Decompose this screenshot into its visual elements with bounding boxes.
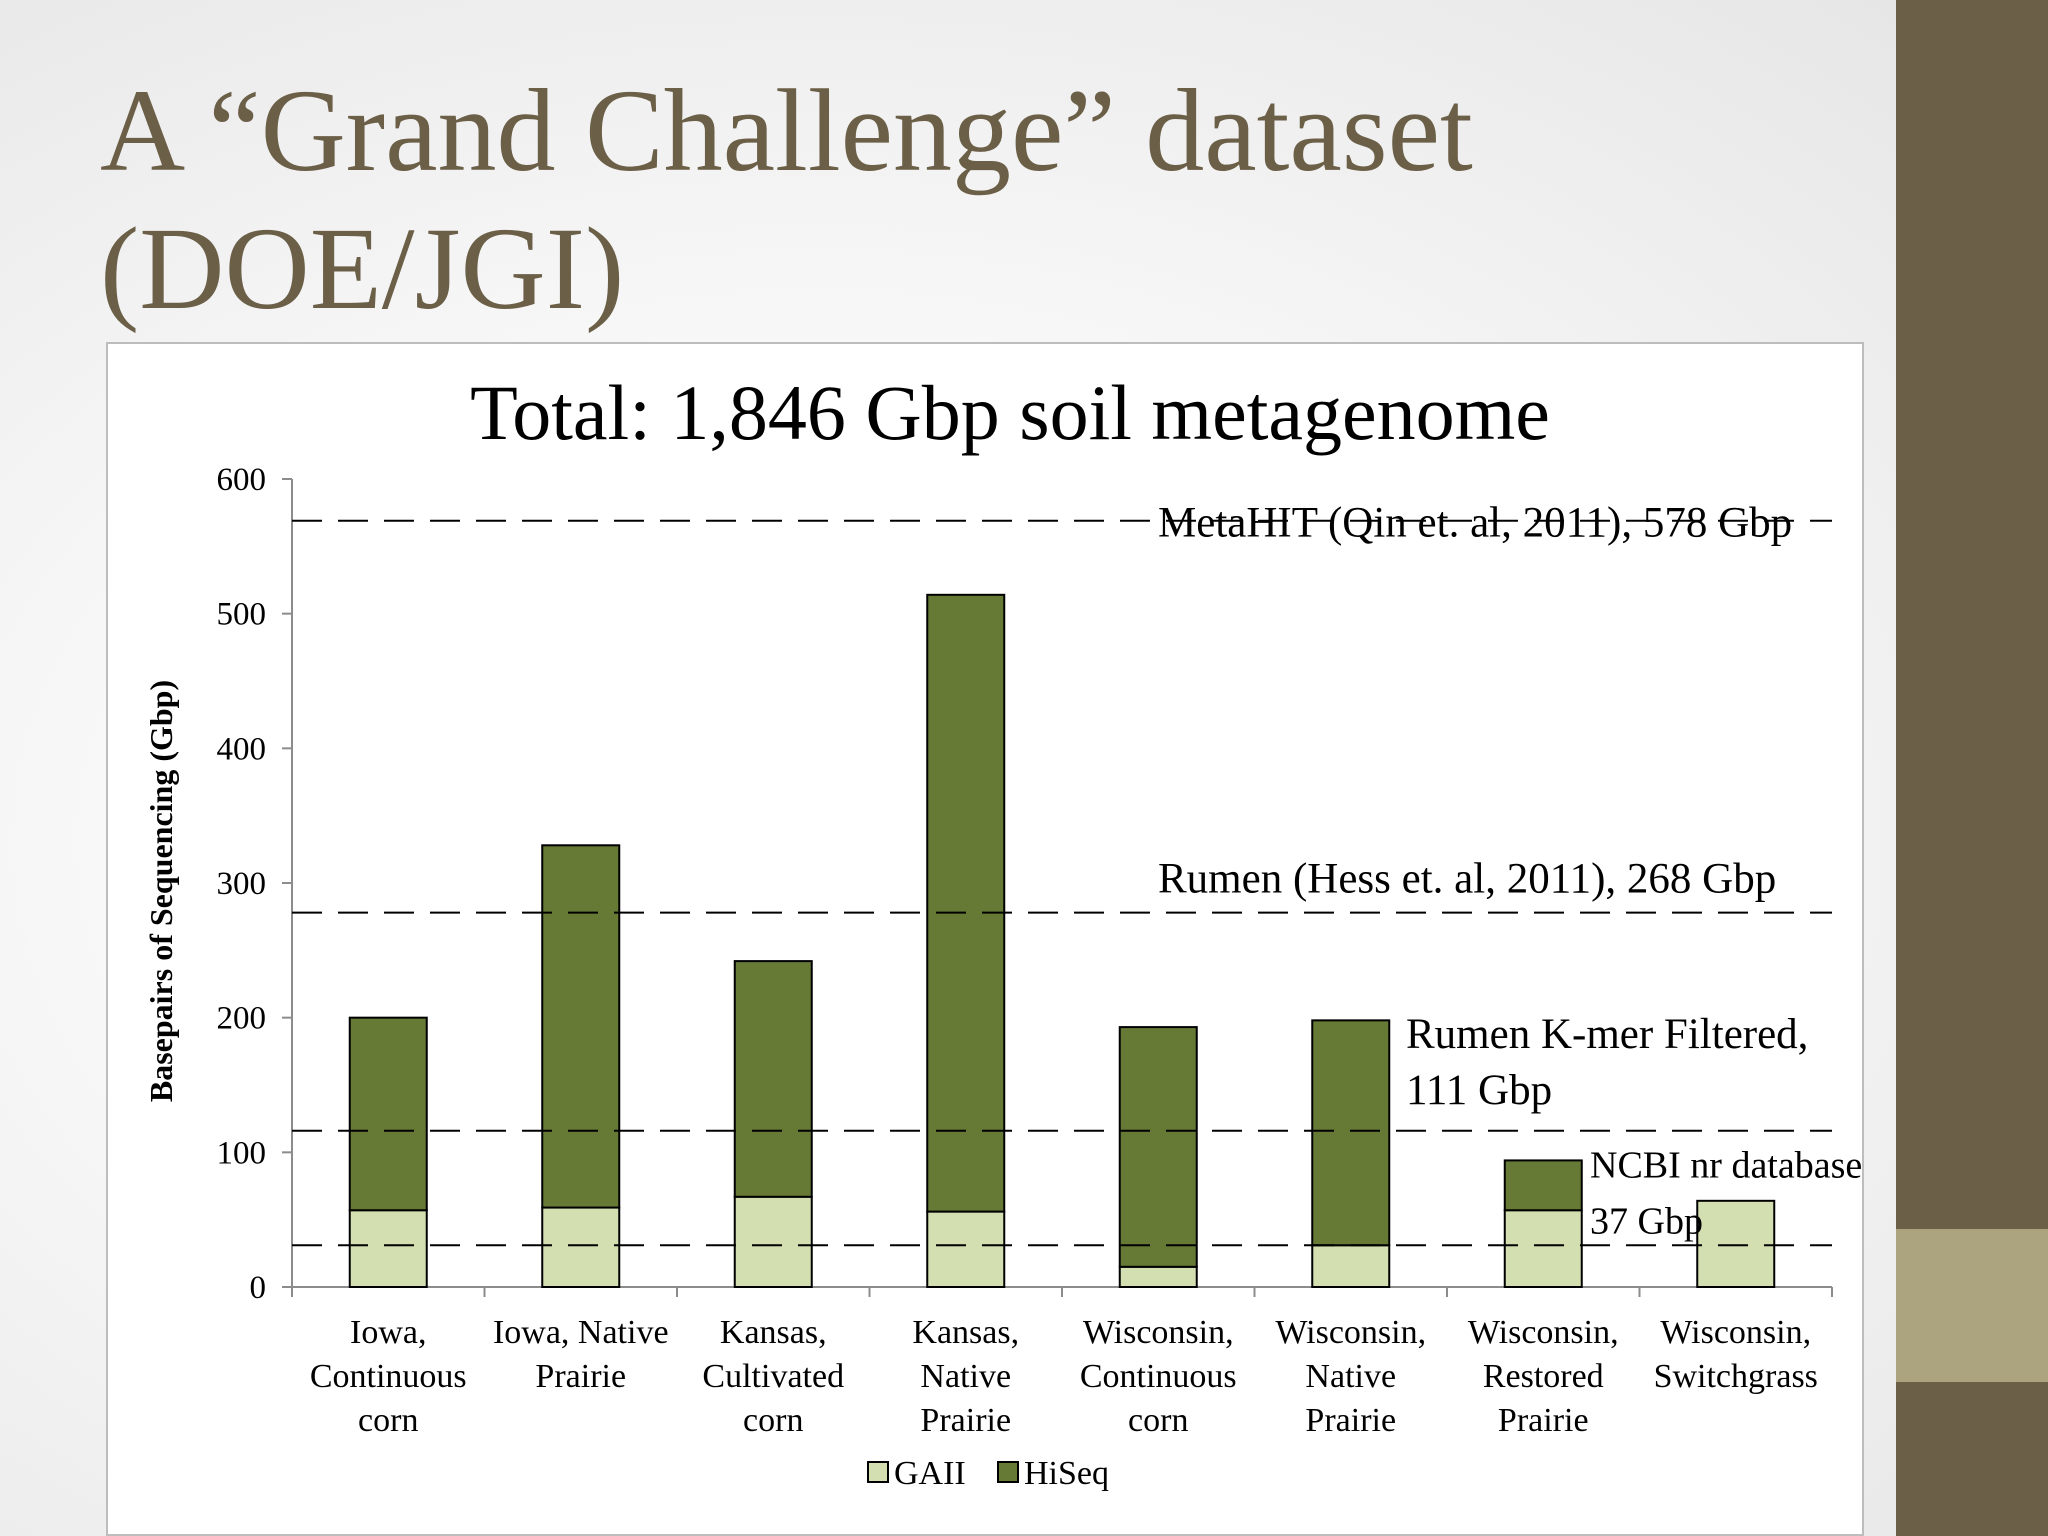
- reference-line-label: NCBI nr database, 37 Gbp: [1590, 1144, 1862, 1242]
- y-tick-label: 400: [217, 731, 267, 767]
- bar-gaii-4: [1118, 1265, 1198, 1288]
- legend-swatch-gaii: [867, 1461, 889, 1483]
- x-category-label: Wisconsin, Restored Prairie: [1468, 1314, 1619, 1439]
- legend-label-gaii: GAII: [894, 1455, 966, 1492]
- chart-frame: Total: 1,846 Gbp soil metagenome 0 100 200…: [106, 342, 1864, 1536]
- bar-gaii-5: [1311, 1244, 1391, 1289]
- x-category-label: Wisconsin, Switchgrass: [1654, 1314, 1818, 1395]
- x-category-label: Iowa, Continuous corn: [310, 1314, 467, 1439]
- x-category-label: Kansas, Native Prairie: [912, 1314, 1019, 1439]
- x-category-label: Iowa, Native Prairie: [493, 1314, 669, 1395]
- y-tick-label: 600: [217, 462, 267, 498]
- bar-hiseq-5: [1311, 1019, 1391, 1247]
- reference-line-label: Rumen (Hess et. al, 2011), 268 Gbp: [1158, 856, 1776, 903]
- bar-hiseq-2: [733, 960, 813, 1198]
- slide-sidebar-accent: [1896, 1229, 2048, 1382]
- bar-hiseq-1: [541, 844, 621, 1209]
- bar-gaii-2: [733, 1195, 813, 1288]
- bar-gaii-3: [926, 1210, 1006, 1288]
- bar-hiseq-6: [1503, 1159, 1583, 1212]
- reference-line-label: Rumen K-mer Filtered, 111 Gbp: [1406, 1011, 1808, 1114]
- x-category-label: Wisconsin, Native Prairie: [1275, 1314, 1426, 1439]
- bar-gaii-7: [1696, 1199, 1776, 1289]
- slide-title: A “Grand Challenge” dataset (DOE/JGI): [100, 65, 1473, 334]
- chart-title: Total: 1,846 Gbp soil metagenome: [470, 369, 1550, 456]
- x-category-label: Kansas, Cultivated corn: [702, 1314, 844, 1439]
- bar-hiseq-0: [348, 1016, 428, 1212]
- y-tick-label: 0: [250, 1270, 267, 1306]
- bar-hiseq-4: [1118, 1026, 1198, 1268]
- legend-label-hiseq: HiSeq: [1024, 1455, 1109, 1492]
- y-tick-label: 100: [217, 1135, 267, 1171]
- bar-gaii-1: [541, 1206, 621, 1289]
- legend-swatch-hiseq: [997, 1461, 1019, 1483]
- bar-hiseq-3: [926, 593, 1006, 1213]
- bar-gaii-6: [1503, 1209, 1583, 1288]
- y-axis-title: Basepairs of Sequencing (Gbp): [143, 680, 179, 1102]
- x-category-label: Wisconsin, Continuous corn: [1080, 1314, 1237, 1439]
- stacked-bar-chart: Total: 1,846 Gbp soil metagenome 0 100 200…: [143, 369, 1862, 1492]
- y-tick-label: 500: [217, 597, 267, 633]
- bar-gaii-0: [348, 1209, 428, 1288]
- reference-line-label: MetaHIT (Qin et. al, 2011), 578 Gbp: [1158, 500, 1792, 547]
- y-tick-label: 200: [217, 1001, 267, 1037]
- y-tick-label: 300: [217, 866, 267, 902]
